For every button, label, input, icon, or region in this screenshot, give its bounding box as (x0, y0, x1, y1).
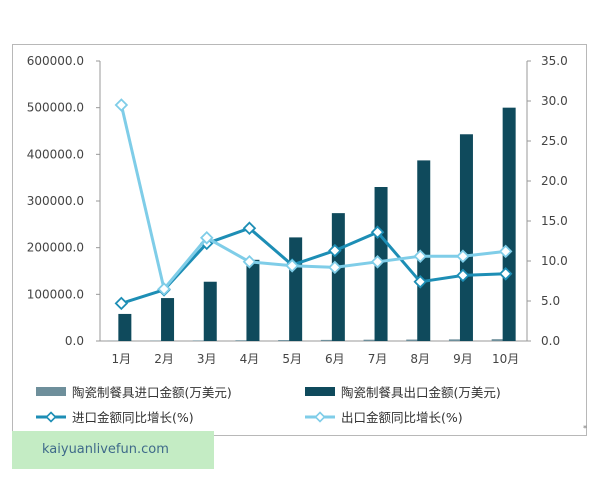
bar-export (118, 313, 132, 341)
bar-export (459, 134, 473, 341)
y-right-tick-label: 20.0 (541, 174, 568, 188)
bar-export (502, 107, 516, 342)
point-export-growth (242, 255, 257, 269)
point-export-growth (498, 244, 513, 259)
x-tick-label: 9月 (453, 352, 473, 366)
legend-label-import-growth: 进口金额同比增长(%) (72, 410, 194, 425)
point-import-growth (413, 275, 428, 289)
y-right-tick-label: 25.0 (541, 134, 568, 148)
bar-export (417, 160, 431, 341)
legend-swatch-export-bar (305, 387, 335, 396)
x-tick-label: 4月 (240, 352, 260, 366)
y-right-tick-label: 10.0 (541, 254, 568, 268)
line-export-growth (119, 104, 506, 293)
y-left-tick-label: 500000.0 (27, 101, 84, 115)
bar-export (331, 213, 345, 341)
bar-import (235, 340, 249, 341)
y-right-tick-label: 5.0 (541, 294, 560, 308)
point-import-growth (114, 296, 129, 311)
point-export-growth (413, 249, 428, 263)
point-import-growth (456, 268, 470, 283)
chart-frame (12, 44, 587, 436)
y-right-tick-label: 15.0 (541, 214, 568, 228)
y-left-tick-label: 600000.0 (27, 54, 84, 68)
bar-export (246, 259, 260, 341)
y-left-tick-label: 100000.0 (27, 287, 84, 301)
y-right-tick-label: 30.0 (541, 94, 568, 108)
x-tick-label: 3月 (197, 352, 217, 366)
legend-marker-import-growth (45, 411, 57, 423)
legend-swatch-import-bar (36, 387, 66, 396)
point-import-growth (498, 267, 513, 281)
bar-import (406, 339, 420, 341)
y-left-tick-label: 300000.0 (27, 194, 84, 208)
bar-export (203, 281, 217, 341)
y-right-tick-label: 0.0 (541, 334, 560, 348)
corner-mark: * (583, 424, 587, 433)
bar-import (491, 339, 505, 341)
legend-label-export-growth: 出口金额同比增长(%) (341, 410, 463, 425)
point-export-growth (285, 259, 299, 273)
bar-import (320, 339, 334, 341)
point-export-growth (114, 98, 129, 112)
point-import-growth (328, 243, 342, 258)
y-left-tick-label: 200000.0 (27, 241, 84, 255)
bar-export (161, 298, 175, 341)
point-import-growth (370, 225, 385, 239)
point-export-growth (370, 255, 385, 269)
x-tick-label: 6月 (325, 352, 345, 366)
bar-import (363, 339, 377, 341)
point-import-growth (242, 221, 257, 235)
y-left-tick-label: 0.0 (65, 334, 84, 348)
y-right-tick-label: 35.0 (541, 54, 568, 68)
x-tick-label: 5月 (282, 352, 302, 366)
bar-import (278, 340, 292, 341)
line-import-growth (120, 226, 506, 305)
point-export-growth (157, 282, 171, 296)
point-export-growth (199, 231, 214, 245)
watermark: kaiyuanlivefun.com (12, 431, 214, 469)
y-left-tick-label: 400000.0 (27, 147, 84, 161)
x-tick-label: 10月 (492, 352, 519, 366)
legend-label-export-bar: 陶瓷制餐具出口金额(万美元) (341, 385, 501, 400)
bar-export (289, 237, 303, 341)
x-tick-label: 1月 (112, 352, 132, 366)
bar-import (448, 339, 462, 341)
legend-marker-export-growth (314, 411, 326, 423)
x-tick-label: 7月 (368, 352, 388, 366)
legend-label-import-bar: 陶瓷制餐具进口金额(万美元) (72, 385, 232, 400)
x-tick-label: 8月 (410, 352, 430, 366)
point-export-growth (328, 260, 342, 275)
point-export-growth (456, 249, 470, 263)
x-tick-label: 2月 (154, 352, 174, 366)
bar-import (192, 340, 206, 341)
